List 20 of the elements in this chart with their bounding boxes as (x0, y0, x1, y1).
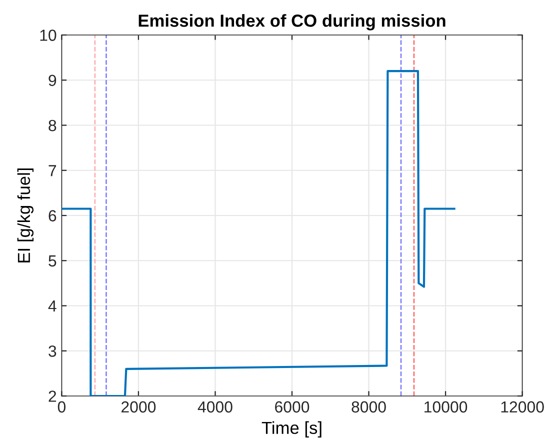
y-tick-label: 6 (48, 210, 56, 222)
y-tick-label: 2 (48, 390, 56, 402)
y-tick-label: 5 (48, 255, 56, 267)
x-tick-label: 12000 (501, 401, 544, 413)
y-tick-label: 10 (40, 30, 56, 41)
y-tick-label: 7 (48, 165, 56, 176)
line-series (62, 70, 456, 396)
x-tick-label: 0 (58, 401, 66, 413)
x-tick-label: 6000 (275, 401, 310, 413)
x-tick-label: 10000 (424, 401, 468, 413)
y-tick-label: 8 (48, 120, 56, 132)
y-axis-title: EI [g/kg fuel] (17, 168, 34, 262)
y-tick-label: 3 (48, 346, 56, 357)
chart-title: Emission Index of CO during mission (138, 14, 446, 30)
x-tick-label: 2000 (122, 401, 156, 413)
y-tick-label: 4 (48, 300, 56, 312)
x-axis-title: Time [s] (262, 421, 322, 438)
y-tick-label: 9 (48, 74, 56, 86)
x-tick-label: 4000 (198, 401, 232, 413)
x-tick-label: 8000 (352, 401, 386, 413)
